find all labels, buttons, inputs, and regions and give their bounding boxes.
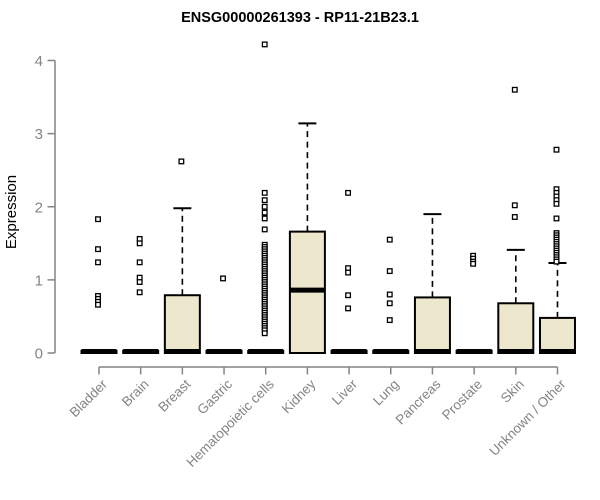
x-tick-label-liver: Liver [329,376,361,408]
outliers-bladder [95,216,101,308]
outliers-breast [178,158,185,165]
x-tick-label-kidney: Kidney [279,376,319,416]
box-group-brain [122,235,160,355]
outlier-point [345,292,352,299]
outlier-point [261,197,268,204]
box-group-bladder [80,216,118,355]
outlier-point [136,240,143,247]
outlier-point [553,146,560,153]
x-tick-label-breast: Breast [155,376,193,414]
y-axis-title: Expression [3,175,20,249]
x-tick-label-bladder: Bladder [67,376,111,420]
outlier-point [511,214,518,220]
box-group-prostate [455,252,493,355]
outlier-point [345,305,352,312]
box [413,296,451,354]
outlier-point [553,215,560,222]
outlier-point [470,260,477,267]
outlier-point [386,300,393,307]
outlier-point [95,246,101,253]
x-tick-label-skin: Skin [498,377,527,406]
outlier-point [261,330,268,337]
outlier-point [386,236,393,243]
outliers-prostate [470,252,477,267]
plot-area: 0 1 2 3 4 Bladder Brain Breast GastricHematopoie… [35,41,576,470]
box-group-hematopoietic-cells [247,41,285,355]
y-tick-label: 2 [35,199,43,216]
chart-title: ENSG00000261393 - RP11-21B23.1 [181,10,419,26]
y-tick-label: 1 [35,272,43,289]
x-tick-label-prostate: Prostate [439,377,485,423]
outlier-point [345,189,352,196]
outlier-point [261,189,268,196]
box [538,316,576,354]
outliers-liver [345,189,352,312]
outlier-point [261,215,268,222]
outlier-point [178,158,185,165]
box-group-pancreas [413,213,451,355]
box-group-liver [330,189,368,355]
box-group-lung [372,236,410,355]
x-tick-label-pancreas: Pancreas [393,376,444,427]
outlier-point [386,317,393,324]
outlier-point [220,275,226,282]
outlier-point [95,216,101,223]
outlier-point [345,269,352,276]
outlier-point [261,41,268,48]
outlier-point [95,259,101,266]
outlier-point [136,279,143,286]
outlier-point [511,202,518,209]
outlier-point [136,289,143,296]
outliers-skin [511,86,518,220]
outlier-point [136,259,143,266]
box-group-skin [497,86,535,355]
outliers-gastric [220,275,226,282]
outliers-unknown-other [553,146,560,265]
y-tick-label: 4 [35,53,43,70]
box-group-gastric [205,275,243,355]
outliers-lung [386,236,393,324]
outlier-point [261,226,268,233]
outlier-point [511,86,518,93]
outliers-brain [136,235,143,296]
box-group-kidney [288,122,326,354]
y-tick-label: 3 [35,126,43,143]
x-tick-label-gastric: Gastric [194,376,235,417]
outlier-point [261,203,268,210]
box-group-unknown-other [538,146,576,355]
outliers-hematopoietic-cells [261,41,268,337]
box [163,294,201,355]
outlier-point [553,258,560,265]
outlier-point [553,200,560,207]
box-group-breast [163,158,201,355]
outlier-point [386,291,393,298]
x-tick-label-brain: Brain [119,377,152,410]
outlier-point [95,301,101,308]
outlier-point [261,209,268,216]
x-tick-label-unknown-other: Unknown / Other [486,376,569,459]
box [497,302,535,354]
x-tick-label-lung: Lung [370,377,402,409]
y-tick-label: 0 [35,346,43,363]
outlier-point [386,268,393,275]
y-axis: 0 1 2 3 4 [35,53,56,363]
